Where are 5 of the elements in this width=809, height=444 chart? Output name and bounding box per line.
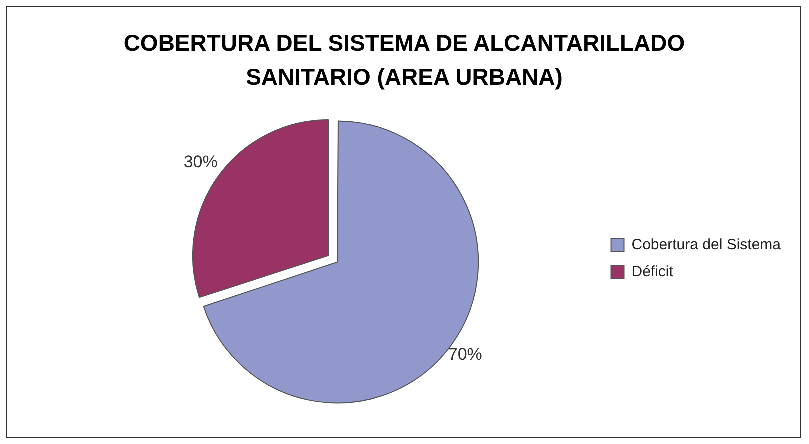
- chart-title: COBERTURA DEL SISTEMA DE ALCANTARILLADO SANITARIO (AREA URBANA): [122, 29, 686, 92]
- legend-label: Cobertura del Sistema: [632, 236, 782, 254]
- data-label: 30%: [184, 152, 218, 172]
- data-label: 70%: [448, 344, 482, 364]
- legend-label: Déficit: [632, 264, 674, 281]
